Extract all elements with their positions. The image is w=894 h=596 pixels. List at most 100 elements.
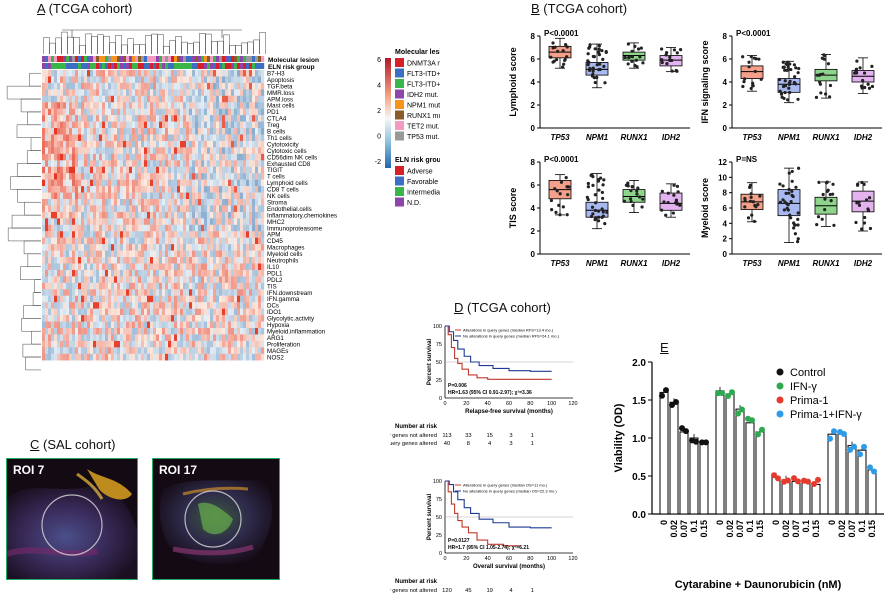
heatmap-cell: [114, 340, 118, 348]
heatmap-cell: [78, 186, 82, 193]
heatmap-cell: [204, 166, 208, 174]
heatmap-cell: [138, 250, 142, 258]
heatmap-cell: [108, 128, 112, 135]
heatmap-cell: [261, 121, 265, 129]
heatmap-cell: [90, 134, 94, 142]
y-tick-label: 8: [531, 158, 536, 167]
heatmap-cell: [60, 102, 64, 109]
heatmap-cell: [246, 218, 250, 225]
heatmap-cell: [231, 237, 235, 245]
heatmap-cell: [240, 282, 244, 290]
heatmap-cell: [54, 192, 58, 200]
heatmap-cell: [72, 76, 76, 84]
heatmap-cell: [207, 295, 211, 303]
heatmap-cell: [252, 334, 256, 342]
heatmap-cell: [252, 82, 256, 90]
data-point: [787, 187, 791, 192]
heatmap-cell: [195, 308, 199, 316]
heatmap-cell: [66, 328, 70, 335]
heatmap-cell: [201, 140, 205, 148]
heatmap-cell: [87, 140, 91, 148]
heatmap-cell: [93, 153, 97, 161]
heatmap-cell: [123, 347, 127, 354]
heatmap-cell: [252, 250, 256, 258]
heatmap-cell: [99, 147, 103, 155]
heatmap-cell: [138, 334, 142, 342]
heatmap-cell: [183, 276, 187, 284]
heatmap-cell: [237, 134, 241, 142]
heatmap-cell: [60, 89, 64, 96]
heatmap-cell: [195, 205, 199, 213]
x-axis-label: Overall survival (months): [473, 564, 545, 570]
heatmap-cell: [114, 128, 118, 135]
data-point: [624, 183, 629, 187]
heatmap-cell: [99, 121, 103, 129]
heatmap-cell: [138, 289, 142, 296]
heatmap-cell: [75, 353, 79, 361]
heatmap-cell: [222, 115, 226, 122]
heatmap-cell: [114, 140, 118, 148]
heatmap-cell: [165, 121, 169, 129]
heatmap-cell: [114, 244, 118, 251]
heatmap-cell: [66, 237, 70, 245]
heatmap-cell: [126, 257, 130, 264]
eln-track-cell: [108, 63, 112, 69]
heatmap-cell: [102, 315, 106, 322]
heatmap-cell: [192, 218, 196, 225]
heatmap-cell: [144, 289, 148, 296]
heatmap-cell: [66, 160, 70, 167]
heatmap-cell: [165, 269, 169, 277]
heatmap-cell: [99, 250, 103, 258]
data-point: [855, 183, 860, 187]
heatmap-cell: [51, 334, 55, 342]
heatmap-cell: [156, 76, 160, 84]
y-tick-label: 100: [433, 479, 442, 485]
heatmap-cell: [102, 173, 106, 180]
heatmap-cell: [84, 205, 88, 213]
heatmap-cell: [108, 166, 112, 174]
heatmap-cell: [57, 334, 61, 342]
heatmap-cell: [183, 153, 187, 161]
heatmap-cell: [57, 224, 61, 232]
heatmap-cell: [114, 199, 118, 206]
heatmap-cell: [54, 95, 58, 103]
heatmap-cell: [99, 199, 103, 206]
data-point: [601, 57, 605, 61]
heatmap-cell: [87, 315, 91, 322]
heatmap-cell: [234, 121, 238, 129]
heatmap-cell: [243, 153, 247, 161]
heatmap-cell: [192, 102, 196, 109]
data-point: [588, 45, 592, 49]
heatmap-cell: [156, 276, 160, 284]
dendrogram-branch: [223, 34, 230, 54]
heatmap-cell: [123, 153, 127, 161]
heatmap-cell: [261, 140, 265, 148]
dendrogram-branch: [24, 201, 41, 216]
heatmap-cell: [75, 134, 79, 142]
heatmap-cell: [234, 82, 238, 90]
heatmap-cell: [219, 257, 223, 264]
heatmap-cell: [186, 244, 190, 251]
roi-image-2: ROI 17: [152, 458, 280, 580]
heatmap-cell: [63, 224, 67, 232]
heatmap-cell: [204, 244, 208, 251]
eln-track-cell: [162, 63, 166, 69]
heatmap-cell: [183, 89, 187, 96]
heatmap-cell: [177, 308, 181, 316]
heatmap-cell: [90, 186, 94, 193]
heatmap-cell: [90, 160, 94, 167]
heatmap-cell: [255, 353, 259, 361]
heatmap-cell: [93, 328, 97, 335]
heatmap-cell: [132, 237, 136, 245]
heatmap-cell: [126, 250, 130, 258]
heatmap-cell: [144, 70, 148, 77]
heatmap-cell: [48, 269, 52, 277]
heatmap-cell: [114, 205, 118, 213]
heatmap-cell: [225, 70, 229, 77]
heatmap-cell: [120, 289, 124, 296]
heatmap-cell: [147, 321, 151, 329]
heatmap-cell: [48, 257, 52, 264]
heatmap-cell: [207, 211, 211, 219]
heatmap-cell: [48, 224, 52, 232]
heatmap-cell: [237, 302, 241, 309]
